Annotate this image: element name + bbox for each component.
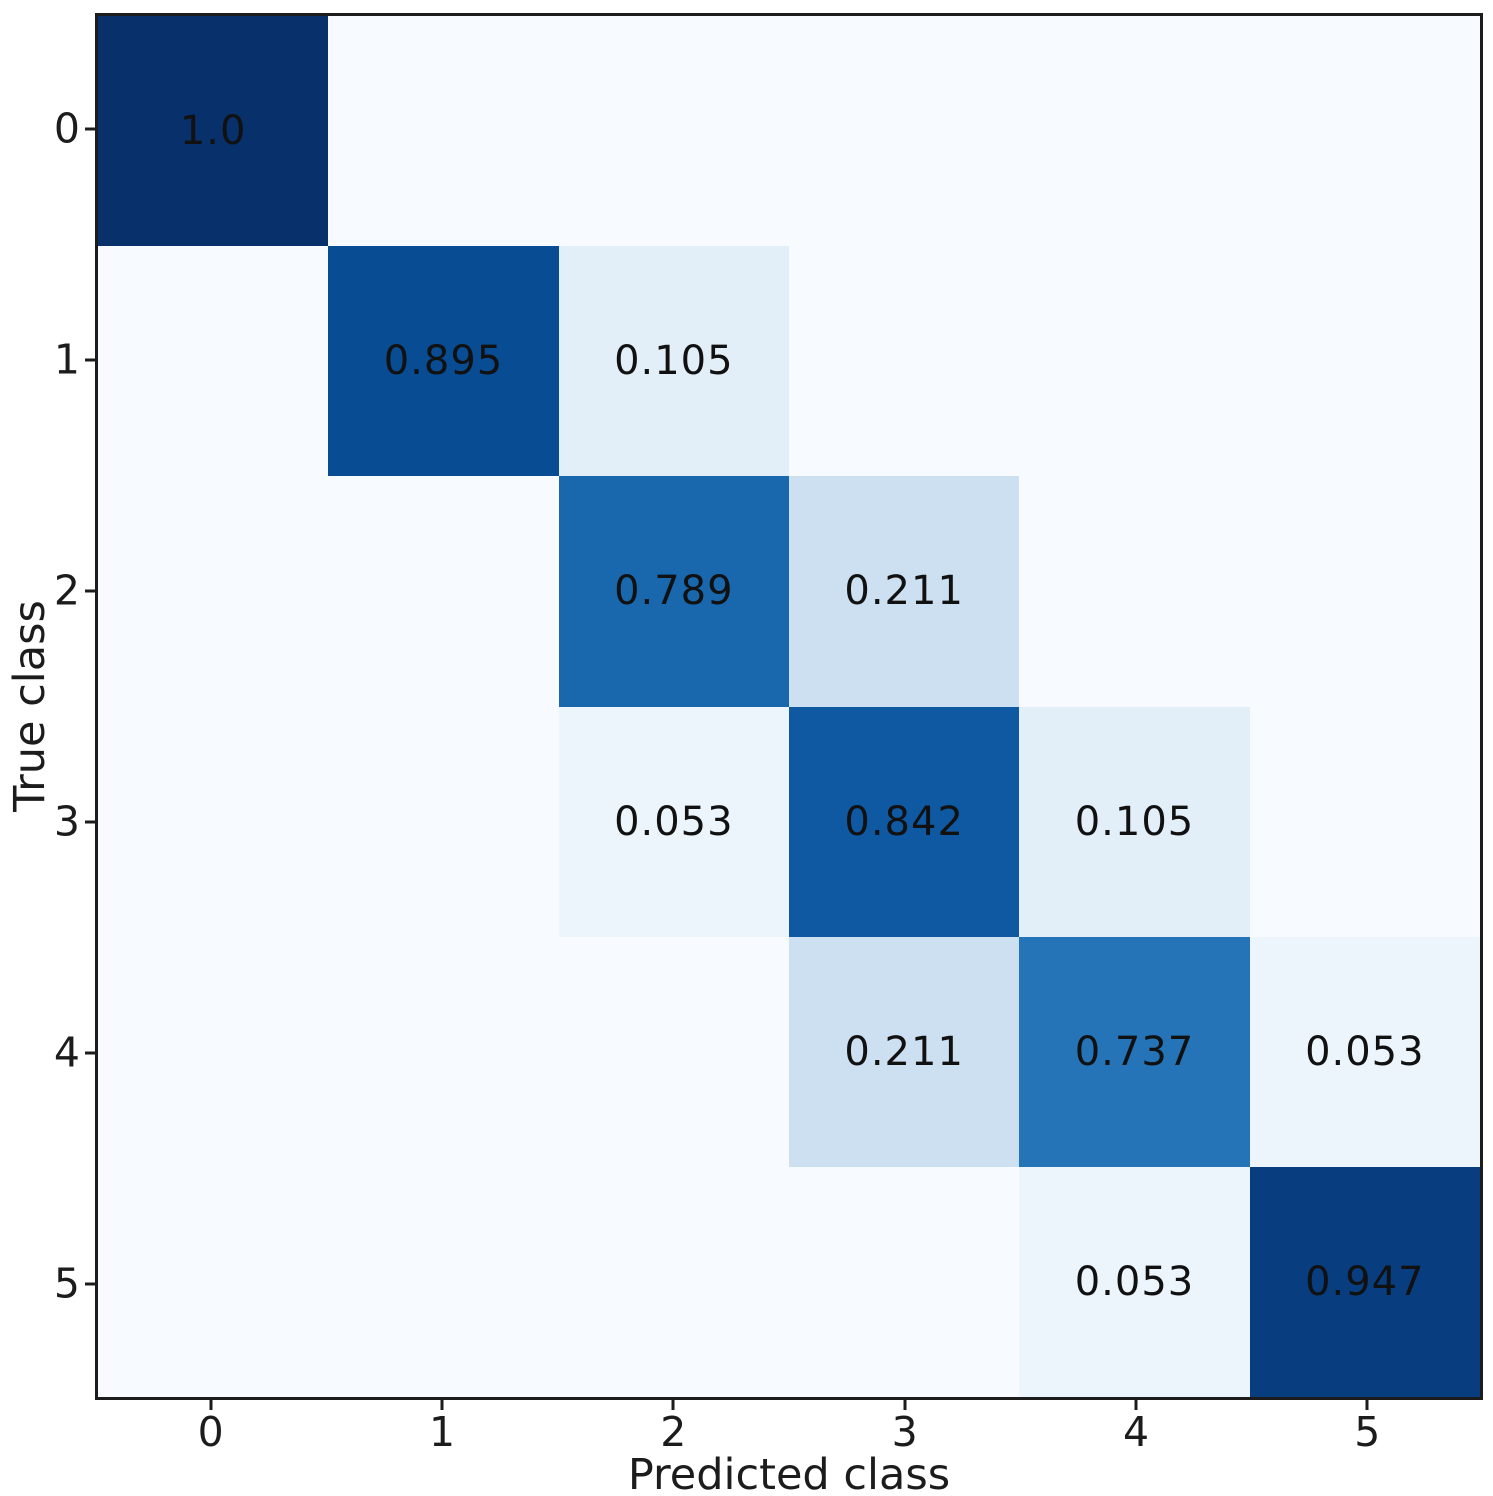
x-tick-label: 4 (1122, 1408, 1150, 1456)
matrix-cell: 0.842 (788, 706, 1020, 937)
matrix-cell (558, 1166, 789, 1397)
y-tick-mark (85, 820, 95, 824)
matrix-cell (328, 936, 559, 1167)
matrix-cell: 0.737 (1019, 936, 1250, 1167)
matrix-cell (328, 476, 559, 707)
matrix-cell (98, 936, 329, 1167)
matrix-cell (328, 16, 559, 247)
matrix-cell (1019, 16, 1250, 247)
y-tick-label: 2 (53, 566, 80, 615)
matrix-cell (1249, 16, 1480, 247)
matrix-cell (1019, 476, 1250, 707)
heatmap-axes: 1.0 0.895 0.105 0.789 0.211 0.053 0.842 0.105 0.… (95, 13, 1483, 1400)
matrix-cell (98, 706, 329, 937)
x-tick-mark (671, 1400, 675, 1410)
matrix-cell (1249, 706, 1480, 937)
y-tick-mark (85, 358, 95, 362)
x-tick-mark (1134, 1400, 1138, 1410)
matrix-cell: 0.789 (558, 476, 789, 707)
matrix-cell (788, 246, 1020, 477)
x-tick-mark (903, 1400, 907, 1410)
y-axis-label: True class (5, 600, 55, 812)
matrix-cell (98, 246, 329, 477)
matrix-cell: 0.105 (1019, 706, 1250, 937)
y-tick-label: 4 (53, 1028, 80, 1077)
matrix-cell (1249, 246, 1480, 477)
matrix-cell: 0.105 (558, 246, 789, 477)
matrix-cell: 0.053 (1019, 1166, 1250, 1397)
matrix-cell (98, 476, 329, 707)
matrix-cell (1249, 476, 1480, 707)
x-tick-label: 2 (660, 1408, 687, 1456)
x-tick-label: 1 (428, 1408, 456, 1456)
matrix-cell (558, 16, 789, 247)
matrix-cell: 0.211 (788, 476, 1020, 707)
x-tick-mark (1365, 1400, 1369, 1410)
y-tick-mark (85, 589, 95, 593)
x-tick-label: 0 (197, 1408, 224, 1456)
matrix-cell (98, 1166, 329, 1397)
matrix-cell (328, 706, 559, 937)
y-tick-mark (85, 127, 95, 131)
y-tick-label: 0 (53, 104, 80, 153)
matrix-cell: 0.211 (788, 936, 1020, 1167)
matrix-cell (788, 16, 1020, 247)
matrix-cell: 0.895 (328, 246, 559, 477)
matrix-cell: 0.053 (558, 706, 789, 937)
y-tick-label: 3 (53, 797, 80, 846)
y-tick-label: 5 (53, 1259, 80, 1308)
x-tick-mark (440, 1400, 444, 1410)
x-tick-mark (209, 1400, 213, 1410)
y-tick-mark (85, 1282, 95, 1286)
x-tick-label: 5 (1354, 1408, 1381, 1456)
matrix-cell (1019, 246, 1250, 477)
y-tick-label: 1 (53, 335, 80, 384)
matrix-cell: 0.053 (1249, 936, 1480, 1167)
matrix-cell: 0.947 (1249, 1166, 1480, 1397)
matrix-cell (328, 1166, 559, 1397)
matrix-cell: 1.0 (98, 16, 329, 247)
matrix-cell (558, 936, 789, 1167)
y-tick-mark (85, 1051, 95, 1055)
matrix-cell (788, 1166, 1020, 1397)
x-tick-label: 3 (891, 1408, 918, 1456)
x-axis-label: Predicted class (627, 1450, 951, 1496)
